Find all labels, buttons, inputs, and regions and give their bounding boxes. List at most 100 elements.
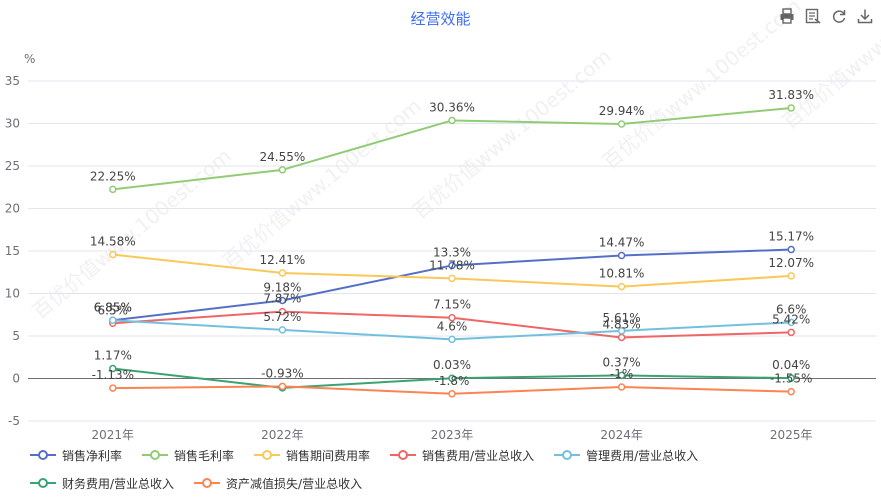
legend-label: 销售期间费用率 bbox=[286, 448, 371, 463]
data-point bbox=[617, 282, 626, 291]
legend-label: 销售毛利率 bbox=[174, 448, 235, 463]
legend-item[interactable]: 财务费用/营业总收入 bbox=[30, 474, 174, 492]
x-tick-label: 2024年 bbox=[600, 428, 643, 442]
y-tick-label: 15 bbox=[5, 244, 20, 258]
data-point bbox=[109, 364, 117, 373]
y-tick-label: 0 bbox=[12, 372, 20, 386]
data-point bbox=[278, 307, 287, 316]
watermark-text: 百优价值www.100est.com bbox=[408, 44, 616, 224]
legend-label: 销售净利率 bbox=[62, 448, 123, 463]
data-label: 12.07% bbox=[768, 256, 814, 270]
legend-item[interactable]: 销售净利率 bbox=[30, 446, 122, 464]
data-point bbox=[448, 313, 456, 322]
data-point bbox=[278, 326, 287, 334]
print-icon[interactable] bbox=[777, 6, 797, 26]
legend-item[interactable]: 销售费用/营业总收入 bbox=[390, 446, 534, 464]
data-point bbox=[617, 333, 626, 342]
data-label: -1.55% bbox=[770, 372, 812, 386]
legend-swatch-icon bbox=[194, 478, 221, 488]
data-label: 0.04% bbox=[772, 358, 810, 372]
x-tick-label: 2021年 bbox=[92, 428, 135, 442]
y-tick-label: 20 bbox=[5, 202, 20, 216]
y-tick-label: 10 bbox=[5, 287, 20, 301]
x-tick-label: 2025年 bbox=[770, 428, 813, 442]
data-point bbox=[278, 166, 287, 174]
data-label: 5.61% bbox=[603, 311, 641, 325]
legend-item[interactable]: 销售毛利率 bbox=[142, 446, 234, 464]
legend-swatch-icon bbox=[390, 450, 417, 460]
data-point bbox=[617, 371, 626, 380]
data-label: 0.37% bbox=[603, 355, 641, 369]
chart-title: 经营效能 bbox=[410, 10, 471, 28]
y-axis-label: % bbox=[24, 52, 35, 66]
data-point bbox=[448, 261, 456, 270]
x-tick-label: 2023年 bbox=[431, 428, 474, 442]
data-label: 14.47% bbox=[599, 236, 645, 250]
data-label: 9.18% bbox=[263, 280, 301, 294]
x-tick-label: 2022年 bbox=[261, 428, 304, 442]
legend-item[interactable]: 资产减值损失/营业总收入 bbox=[194, 474, 362, 492]
data-point bbox=[448, 335, 456, 344]
data-label: 24.55% bbox=[260, 150, 306, 164]
data-point bbox=[617, 120, 626, 128]
data-label: 31.83% bbox=[768, 88, 814, 102]
y-tick-label: 35 bbox=[5, 74, 20, 88]
data-label: 15.17% bbox=[768, 230, 814, 244]
data-point bbox=[787, 245, 795, 254]
data-point bbox=[448, 374, 456, 382]
data-label: 13.3% bbox=[433, 245, 471, 259]
download-icon[interactable] bbox=[855, 6, 875, 26]
data-point bbox=[109, 185, 117, 194]
data-point bbox=[448, 274, 456, 283]
chart-toolbar bbox=[777, 6, 875, 26]
legend-label: 销售费用/营业总收入 bbox=[422, 448, 535, 463]
legend-label: 资产减值损失/营业总收入 bbox=[226, 476, 363, 491]
data-point bbox=[109, 384, 117, 392]
data-label: 30.36% bbox=[429, 100, 475, 114]
y-tick-label: 5 bbox=[12, 329, 20, 343]
data-point bbox=[787, 374, 795, 382]
legend-swatch-icon bbox=[554, 450, 581, 460]
data-label: -1.13% bbox=[92, 368, 134, 382]
data-label: 6.85% bbox=[94, 300, 132, 314]
legend-swatch-icon bbox=[30, 478, 56, 488]
legend-item[interactable]: 销售期间费用率 bbox=[254, 446, 370, 464]
legend-item[interactable]: 管理费用/营业总收入 bbox=[554, 446, 698, 464]
data-point bbox=[787, 272, 795, 280]
data-point bbox=[787, 104, 795, 112]
data-point bbox=[617, 383, 626, 391]
data-label: 29.94% bbox=[599, 104, 645, 118]
legend-swatch-icon bbox=[142, 450, 169, 460]
data-point bbox=[278, 382, 287, 391]
data-point bbox=[278, 296, 287, 305]
data-label: 14.58% bbox=[90, 235, 136, 249]
data-label: -1.8% bbox=[435, 374, 470, 388]
data-label: 0.03% bbox=[433, 358, 471, 372]
data-point bbox=[787, 318, 795, 327]
data-point bbox=[278, 269, 287, 277]
data-label: 6.6% bbox=[776, 302, 807, 316]
data-label: -1% bbox=[610, 367, 633, 381]
legend-label: 财务费用/营业总收入 bbox=[62, 476, 175, 491]
watermark-text: 百优价值www.100est.com bbox=[218, 94, 426, 274]
data-label: 5.42% bbox=[772, 312, 810, 326]
data-label: 5.72% bbox=[263, 310, 301, 324]
data-label: 6.85% bbox=[94, 300, 132, 314]
data-point bbox=[617, 251, 626, 260]
data-label: 12.41% bbox=[260, 253, 306, 267]
y-tick-label: -5 bbox=[8, 414, 20, 428]
data-point bbox=[617, 327, 626, 335]
data-label: -0.93% bbox=[261, 366, 303, 380]
data-label: 4.6% bbox=[437, 319, 468, 333]
data-label: 10.81% bbox=[599, 267, 645, 281]
data-point bbox=[448, 116, 456, 125]
data-label: 7.87% bbox=[263, 292, 301, 306]
watermark-text: 百优价值www.100est.com bbox=[598, 0, 806, 174]
legend-swatch-icon bbox=[30, 450, 56, 460]
chart-legend: 销售净利率 销售毛利率 销售期间费用率 销售费用/营业总收入 管理费用/营业总收入财务费… bbox=[30, 446, 875, 492]
data-point bbox=[448, 390, 456, 398]
data-view-icon[interactable] bbox=[803, 6, 823, 26]
data-point bbox=[787, 328, 795, 337]
refresh-icon[interactable] bbox=[829, 6, 849, 26]
